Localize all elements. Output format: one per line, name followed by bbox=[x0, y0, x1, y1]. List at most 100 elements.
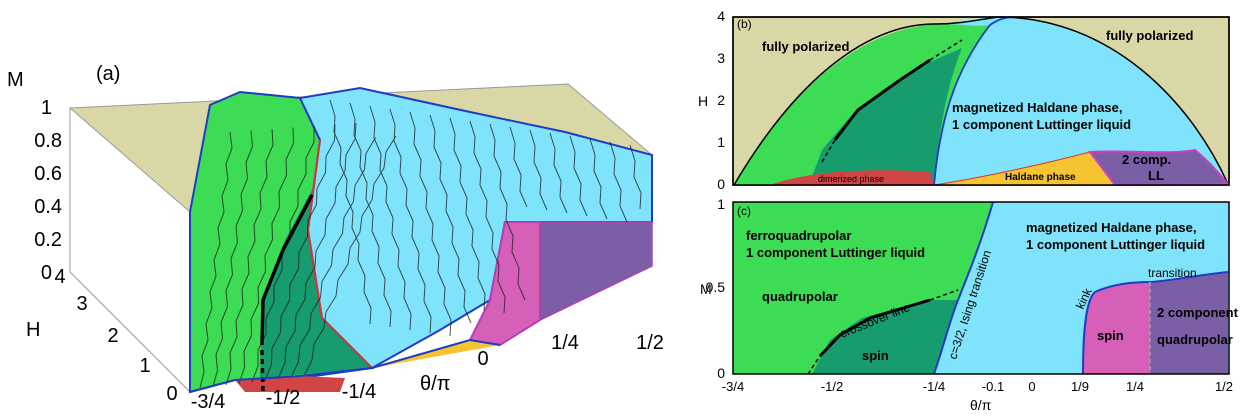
b-ytick-2: 2 bbox=[717, 92, 725, 108]
xtick-4: 1/4 bbox=[551, 332, 579, 354]
c-xtick-6: 1/4 bbox=[1126, 379, 1144, 394]
panel-a-crossover-line bbox=[260, 194, 314, 346]
contour-line bbox=[609, 141, 628, 223]
panel-b-frame-stroke bbox=[732, 16, 1230, 186]
panel-c-yticks: 0 0.5 1 bbox=[706, 196, 726, 381]
panel-b-dimer: dimerized phase bbox=[818, 174, 884, 184]
panel-c-pink-region bbox=[1083, 282, 1150, 374]
ytick-1: 1 bbox=[139, 355, 150, 377]
panel-c-blue-boundary bbox=[933, 201, 994, 375]
panel-c-tag: (c) bbox=[737, 204, 751, 218]
panel-b-crossover bbox=[833, 58, 931, 141]
c-xtick-7: 1/2 bbox=[1215, 379, 1233, 394]
panel-b-frame bbox=[732, 16, 1230, 186]
panel-a-zlabel: M bbox=[7, 69, 24, 91]
panel-a-floor-edge bbox=[69, 271, 191, 393]
contour-line bbox=[389, 108, 432, 334]
panel-c-tc: 2 component LL bbox=[1157, 305, 1242, 320]
panel-c-crossover bbox=[818, 298, 931, 358]
panel-c-spin-right: spin bbox=[1097, 328, 1124, 343]
c-xtick-1: -1/2 bbox=[821, 379, 843, 394]
panel-c-xlabel: θ/π bbox=[970, 397, 992, 413]
panel-a-contour-lines bbox=[199, 99, 642, 389]
panel-b-fp-right: fully polarized bbox=[1106, 28, 1193, 43]
c-xtick-5: 1/9 bbox=[1071, 379, 1089, 394]
panel-c-mh2: 1 component Luttinger liquid bbox=[1026, 237, 1205, 252]
contour-line bbox=[489, 123, 526, 301]
ztick-3: 0.6 bbox=[34, 163, 62, 185]
contour-line bbox=[199, 131, 233, 389]
panel-c-xticks: -3/4 -1/2 -1/4 -0.1 0 1/9 1/4 1/2 bbox=[722, 379, 1233, 394]
xtick-1: -1/2 bbox=[266, 387, 300, 409]
contour-line bbox=[629, 144, 642, 210]
panel-c-quad-right: quadrupolar bbox=[1157, 332, 1233, 347]
panel-c-teal-region bbox=[812, 300, 958, 374]
ytick-4: 4 bbox=[54, 266, 65, 288]
contour-line bbox=[589, 138, 608, 220]
panel-b-twocomp1: 2 comp. bbox=[1122, 152, 1171, 167]
contour-line bbox=[509, 126, 528, 208]
b-ytick-1: 1 bbox=[717, 134, 725, 150]
panel-b-fp-left: fully polarized bbox=[762, 39, 849, 54]
panel-b-blue-boundary bbox=[933, 16, 1016, 186]
panel-a-3d-chart: (a) M 0 0.2 0.4 0.6 0.8 1 H 0 1 2 3 4 -3… bbox=[7, 63, 664, 413]
contour-line bbox=[529, 129, 548, 211]
contour-line bbox=[277, 122, 357, 380]
ytick-0: 0 bbox=[166, 383, 177, 405]
contour-line bbox=[329, 99, 372, 325]
panel-c-frame bbox=[732, 201, 1230, 375]
panel-c-quad-left: quadrupolar bbox=[762, 289, 838, 304]
c-xtick-2: -1/4 bbox=[923, 379, 945, 394]
panel-c-green-region bbox=[733, 202, 993, 374]
panel-a-gold-region bbox=[372, 340, 500, 368]
b-ytick-4: 4 bbox=[717, 8, 725, 24]
contour-line bbox=[469, 120, 506, 314]
panel-c-crossover-label: crossover line bbox=[838, 300, 912, 341]
xtick-0: -3/4 bbox=[191, 391, 225, 413]
panel-b-red-region bbox=[770, 170, 934, 185]
contour-line bbox=[264, 124, 336, 381]
contour-line bbox=[409, 111, 452, 337]
panel-a-red-boundary bbox=[306, 139, 373, 369]
b-ytick-3: 3 bbox=[717, 50, 725, 66]
xtick-2: -1/4 bbox=[342, 381, 376, 403]
c-xtick-4: 0 bbox=[1028, 379, 1035, 394]
ztick-5: 1 bbox=[41, 97, 52, 119]
contour-line bbox=[238, 127, 295, 384]
panel-c-fq1: ferroquadrupolar bbox=[746, 228, 851, 243]
c-ytick-2: 1 bbox=[717, 196, 725, 212]
ytick-3: 3 bbox=[76, 293, 87, 315]
b-ytick-0: 0 bbox=[717, 176, 725, 192]
panel-b-gold-region bbox=[933, 151, 1117, 186]
panel-a-tag: (a) bbox=[96, 63, 120, 85]
c-ytick-0: 0 bbox=[717, 365, 725, 381]
panel-b-yticks: 0 1 2 3 4 bbox=[717, 8, 725, 192]
contour-line bbox=[303, 135, 397, 377]
panel-b-mh1: magnetized Haldane phase, bbox=[952, 100, 1123, 115]
panel-c-transition: transition bbox=[1148, 266, 1197, 280]
panel-b-upper-boundary bbox=[733, 16, 1229, 186]
panel-c-ylabel: M bbox=[700, 281, 712, 297]
panel-c-crossover-dash bbox=[807, 289, 959, 375]
panel-b-teal-region bbox=[810, 48, 962, 185]
panel-c-purple-region bbox=[1150, 272, 1228, 374]
panel-c-kink: kink bbox=[1073, 285, 1095, 311]
ytick-2: 2 bbox=[107, 325, 118, 347]
ztick-0: 0 bbox=[41, 262, 52, 284]
panel-b-mh2: 1 component Luttinger liquid bbox=[952, 117, 1131, 132]
c-xtick-3: -0.1 bbox=[982, 379, 1004, 394]
panel-b-tag: (b) bbox=[737, 17, 752, 31]
contour-line bbox=[429, 114, 472, 324]
contour-line bbox=[225, 128, 274, 386]
panel-c-mh1: magnetized Haldane phase, bbox=[1026, 220, 1197, 235]
panel-a-baseline bbox=[189, 338, 501, 393]
panel-b-green-region bbox=[734, 24, 990, 185]
panel-b-purple-region bbox=[1088, 148, 1231, 187]
panel-c-fq2: 1 component Luttinger liquid bbox=[746, 245, 925, 260]
panel-a-zticks: 0 0.2 0.4 0.6 0.8 1 bbox=[34, 97, 62, 284]
panel-a-ylabel: H bbox=[26, 319, 40, 341]
contour-line bbox=[212, 130, 254, 387]
c-ytick-1: 0.5 bbox=[706, 279, 726, 295]
panel-a-crossover-dashed bbox=[260, 349, 265, 393]
panel-b-cyan-region bbox=[734, 17, 1228, 185]
